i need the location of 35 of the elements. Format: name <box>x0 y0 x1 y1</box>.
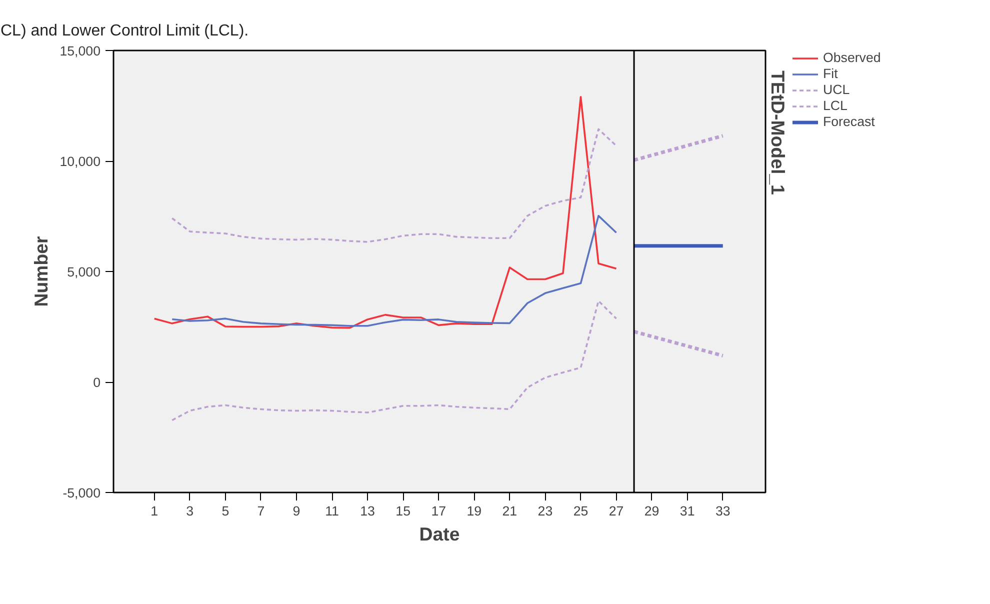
y-axis-title: Number <box>30 236 52 307</box>
x-tick-label: 31 <box>680 504 695 518</box>
y-tick-label: 0 <box>93 375 101 390</box>
x-tick-label: 25 <box>573 504 588 518</box>
x-tick-label: 15 <box>396 504 410 518</box>
x-tick-label: 17 <box>431 504 446 518</box>
x-tick-label: 33 <box>715 504 730 518</box>
text: CL) and Lower Control Limit (LCL). <box>0 22 249 40</box>
legend-label: LCL <box>823 98 848 113</box>
x-tick-label: 29 <box>644 504 660 518</box>
x-tick-label: 11 <box>325 504 339 518</box>
x-tick-label: 27 <box>608 504 624 518</box>
legend-label: UCL <box>823 82 850 97</box>
x-tick-label: 7 <box>257 504 265 518</box>
x-tick-label: 19 <box>466 504 482 518</box>
x-tick-label: 3 <box>186 504 194 518</box>
line-series <box>171 300 618 422</box>
y-tick-label: 5,000 <box>67 264 101 280</box>
line-series <box>171 214 618 327</box>
y-tick-label: 15,000 <box>60 44 100 58</box>
y-tick-label: 10,000 <box>60 154 100 169</box>
x-axis-title: Date <box>419 524 460 544</box>
legend-label: Forecast <box>823 114 875 129</box>
line-series <box>153 96 618 329</box>
x-tick-label: 5 <box>222 504 230 518</box>
y-tick-label: -5,000 <box>62 486 101 500</box>
legend-label: Observed <box>823 50 881 65</box>
x-tick-label: 21 <box>502 504 518 518</box>
text: TEtD-Model_1 <box>768 70 788 195</box>
x-tick-label: 23 <box>538 504 553 518</box>
x-tick-label: 1 <box>150 504 158 518</box>
line-series <box>171 128 618 243</box>
x-tick-label: 13 <box>360 504 375 518</box>
legend-label: Fit <box>823 66 839 81</box>
x-tick-label: 9 <box>292 504 300 518</box>
